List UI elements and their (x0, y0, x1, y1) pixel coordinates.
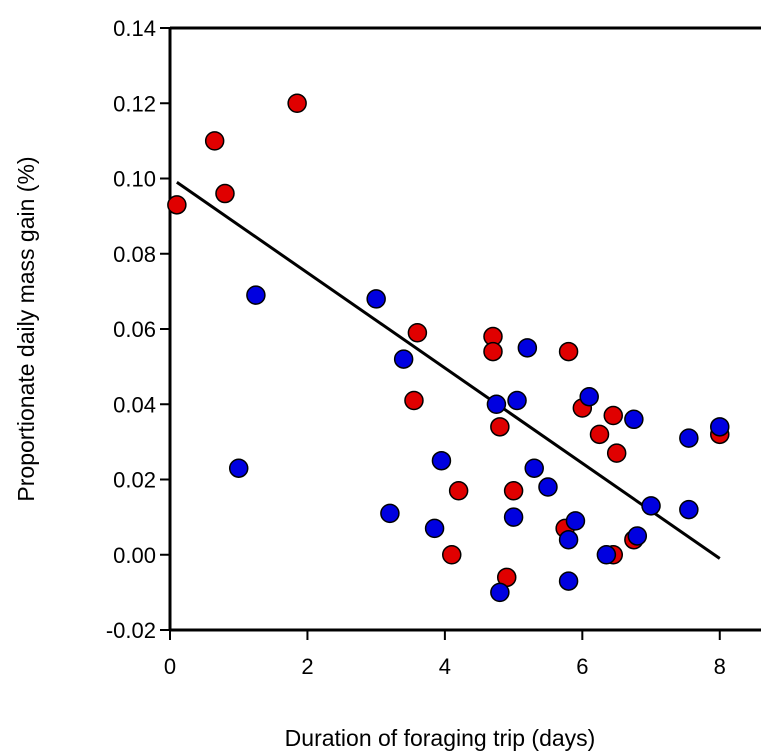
red-data-point (589, 424, 610, 445)
red-data-point (606, 443, 627, 463)
blue-data-point (228, 458, 249, 478)
red-data-point (448, 481, 469, 501)
red-data-point (167, 195, 187, 215)
x-tick-label: 6 (576, 654, 588, 679)
blue-data-point (710, 417, 730, 437)
red-data-point (490, 417, 510, 437)
red-data-point (442, 545, 462, 565)
y-tick-label: 0.02 (113, 468, 156, 493)
red-data-point (503, 481, 524, 501)
trendline-group (176, 181, 721, 560)
blue-data-point (596, 545, 617, 565)
blue-data-point (503, 507, 524, 527)
red-data-point (215, 183, 235, 204)
blue-data-point (366, 289, 386, 309)
blue-data-point (565, 511, 586, 531)
blue-data-point (517, 338, 538, 358)
y-tick-label: 0.06 (113, 317, 156, 342)
blue-data-point (507, 390, 527, 411)
blue-data-point (538, 477, 558, 497)
blue-data-point (524, 458, 544, 478)
blue-data-point (579, 386, 599, 407)
blue-data-point (393, 349, 414, 369)
x-tick-label: 2 (301, 654, 313, 679)
y-tick-label: 0.14 (113, 16, 156, 41)
y-tick-label: 0.12 (113, 91, 156, 116)
blue-data-point (627, 526, 648, 546)
blue-data-point (679, 428, 699, 448)
y-axis-title: Proportionate daily mass gain (%) (13, 156, 39, 501)
y-tick-label: 0.04 (113, 392, 156, 417)
red-data-point (558, 341, 579, 362)
red-data-point (483, 341, 503, 362)
x-axis-ticks: 0 2 4 6 8 (164, 630, 726, 679)
x-tick-label: 8 (714, 654, 726, 679)
blue-data-point (424, 518, 445, 539)
blue-data-point (246, 285, 266, 305)
blue-data-point (486, 394, 507, 414)
blue-data-point (490, 582, 510, 603)
blue-data-point (624, 409, 644, 430)
blue-data-point (431, 450, 452, 471)
red-data-point (404, 390, 424, 411)
y-tick-label: -0.02 (106, 618, 156, 643)
data-points (167, 93, 730, 603)
blue-data-point (380, 503, 400, 524)
red-data-point (287, 93, 307, 113)
red-data-point (603, 405, 623, 426)
x-tick-label: 0 (164, 654, 176, 679)
trendline (176, 181, 721, 560)
y-tick-label: 0.00 (113, 543, 156, 568)
x-axis-title: Duration of foraging trip (days) (285, 725, 596, 751)
red-data-point (407, 323, 428, 343)
blue-data-point (679, 499, 699, 520)
y-tick-label: 0.08 (113, 242, 156, 267)
x-tick-label: 4 (439, 654, 451, 679)
y-tick-label: 0.10 (113, 167, 156, 192)
blue-data-point (558, 571, 579, 591)
blue-data-point (641, 496, 661, 516)
red-data-point (204, 131, 225, 151)
blue-data-point (558, 529, 579, 550)
y-axis-ticks: -0.02 0.00 0.02 0.04 0.06 0.08 0.10 0.12 0.14 (106, 16, 170, 643)
